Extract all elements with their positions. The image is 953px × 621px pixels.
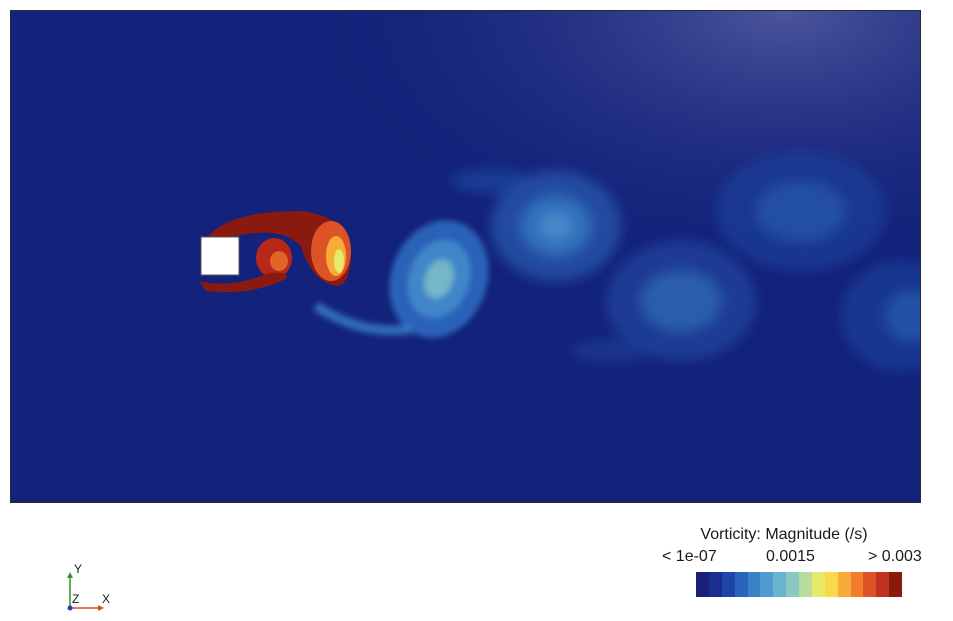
colorbar-segment bbox=[709, 572, 722, 597]
colorbar-segment bbox=[799, 572, 812, 597]
legend-max-label: > 0.003 bbox=[868, 548, 922, 566]
colorbar-segment bbox=[889, 572, 902, 597]
colorbar-segment bbox=[748, 572, 761, 597]
colorbar-segment bbox=[863, 572, 876, 597]
colorbar-segment bbox=[722, 572, 735, 597]
axes-triad-icon bbox=[58, 560, 118, 618]
legend-min-label: < 1e-07 bbox=[662, 548, 717, 566]
colorbar-segment bbox=[825, 572, 838, 597]
colorbar-segment bbox=[735, 572, 748, 597]
axis-y-label: Y bbox=[74, 562, 82, 576]
colorbar-segment bbox=[876, 572, 889, 597]
orientation-axes: Y Z X bbox=[58, 560, 118, 618]
simulation-viewport[interactable] bbox=[10, 10, 921, 503]
colorbar-segment bbox=[838, 572, 851, 597]
axis-x-label: X bbox=[102, 592, 110, 606]
colorbar-segment bbox=[760, 572, 773, 597]
axis-z-label: Z bbox=[72, 592, 79, 606]
legend-mid-label: 0.0015 bbox=[766, 548, 815, 566]
legend-title: Vorticity: Magnitude (/s) bbox=[662, 526, 906, 544]
colorbar-segment bbox=[773, 572, 786, 597]
colorbar-segment bbox=[786, 572, 799, 597]
wake-vortex-far-right bbox=[716, 151, 886, 271]
vorticity-field bbox=[11, 11, 920, 502]
colorbar bbox=[696, 572, 902, 597]
colorbar-segment bbox=[696, 572, 709, 597]
colorbar-segment bbox=[812, 572, 825, 597]
square-obstacle bbox=[201, 237, 239, 275]
colorbar-segment bbox=[851, 572, 864, 597]
